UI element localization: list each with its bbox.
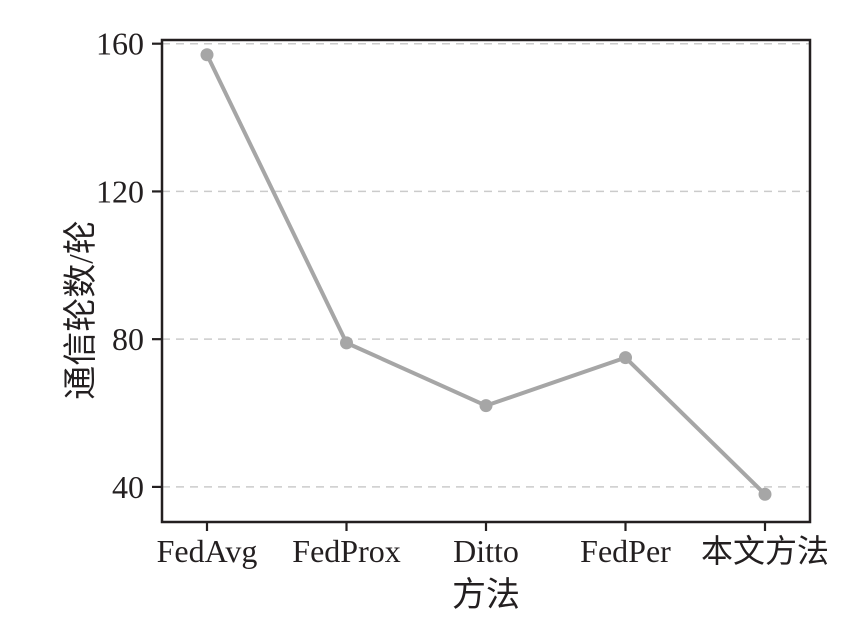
x-category-label: FedAvg (157, 533, 258, 569)
y-tick-label: 160 (96, 26, 144, 62)
data-point (758, 487, 772, 501)
y-tick-label: 40 (112, 469, 144, 505)
data-point (479, 399, 493, 413)
data-point (340, 336, 353, 350)
x-category-label: Ditto (453, 533, 519, 569)
x-category-label: 本文方法 (701, 533, 829, 569)
plot-border (160, 38, 812, 524)
x-category-label: FedPer (580, 533, 671, 569)
x-category-label: FedProx (292, 533, 400, 569)
series-layer (200, 48, 772, 501)
axes-layer (152, 38, 812, 531)
gridlines-layer (162, 42, 810, 488)
y-tick-label: 80 (112, 321, 144, 357)
tick-labels-layer: 40 80 120 160 FedAvg FedProx Ditto FedPer 本文方法 (96, 26, 829, 569)
data-line (205, 52, 767, 497)
x-axis-title: 方法 (452, 576, 520, 614)
data-point (619, 351, 632, 365)
y-tick-label: 120 (96, 173, 144, 209)
data-point (200, 48, 214, 62)
y-axis-title: 通信轮数/轮 (62, 220, 100, 399)
